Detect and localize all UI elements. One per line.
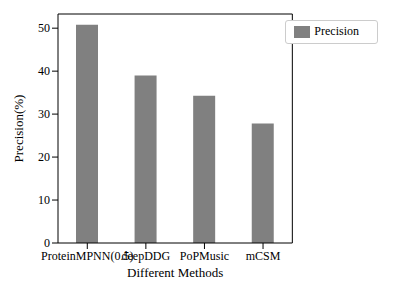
svg-text:PoPMusic: PoPMusic [180, 249, 229, 263]
svg-text:50: 50 [38, 21, 50, 35]
svg-text:Precision(%): Precision(%) [11, 95, 26, 163]
html-text:Precision: Precision [314, 24, 359, 38]
svg-text:30: 30 [38, 107, 50, 121]
svg-text:Different Methods: Different Methods [127, 265, 223, 280]
svg-text:40: 40 [38, 64, 50, 78]
svg-text:mCSM: mCSM [246, 249, 281, 263]
svg-text:ProteinMPNN(0.5): ProteinMPNN(0.5) [41, 249, 133, 263]
svg-text:deepDDG: deepDDG [122, 249, 171, 263]
svg-text:10: 10 [38, 193, 50, 207]
svg-text:0: 0 [44, 236, 50, 250]
svg-text:20: 20 [38, 150, 50, 164]
